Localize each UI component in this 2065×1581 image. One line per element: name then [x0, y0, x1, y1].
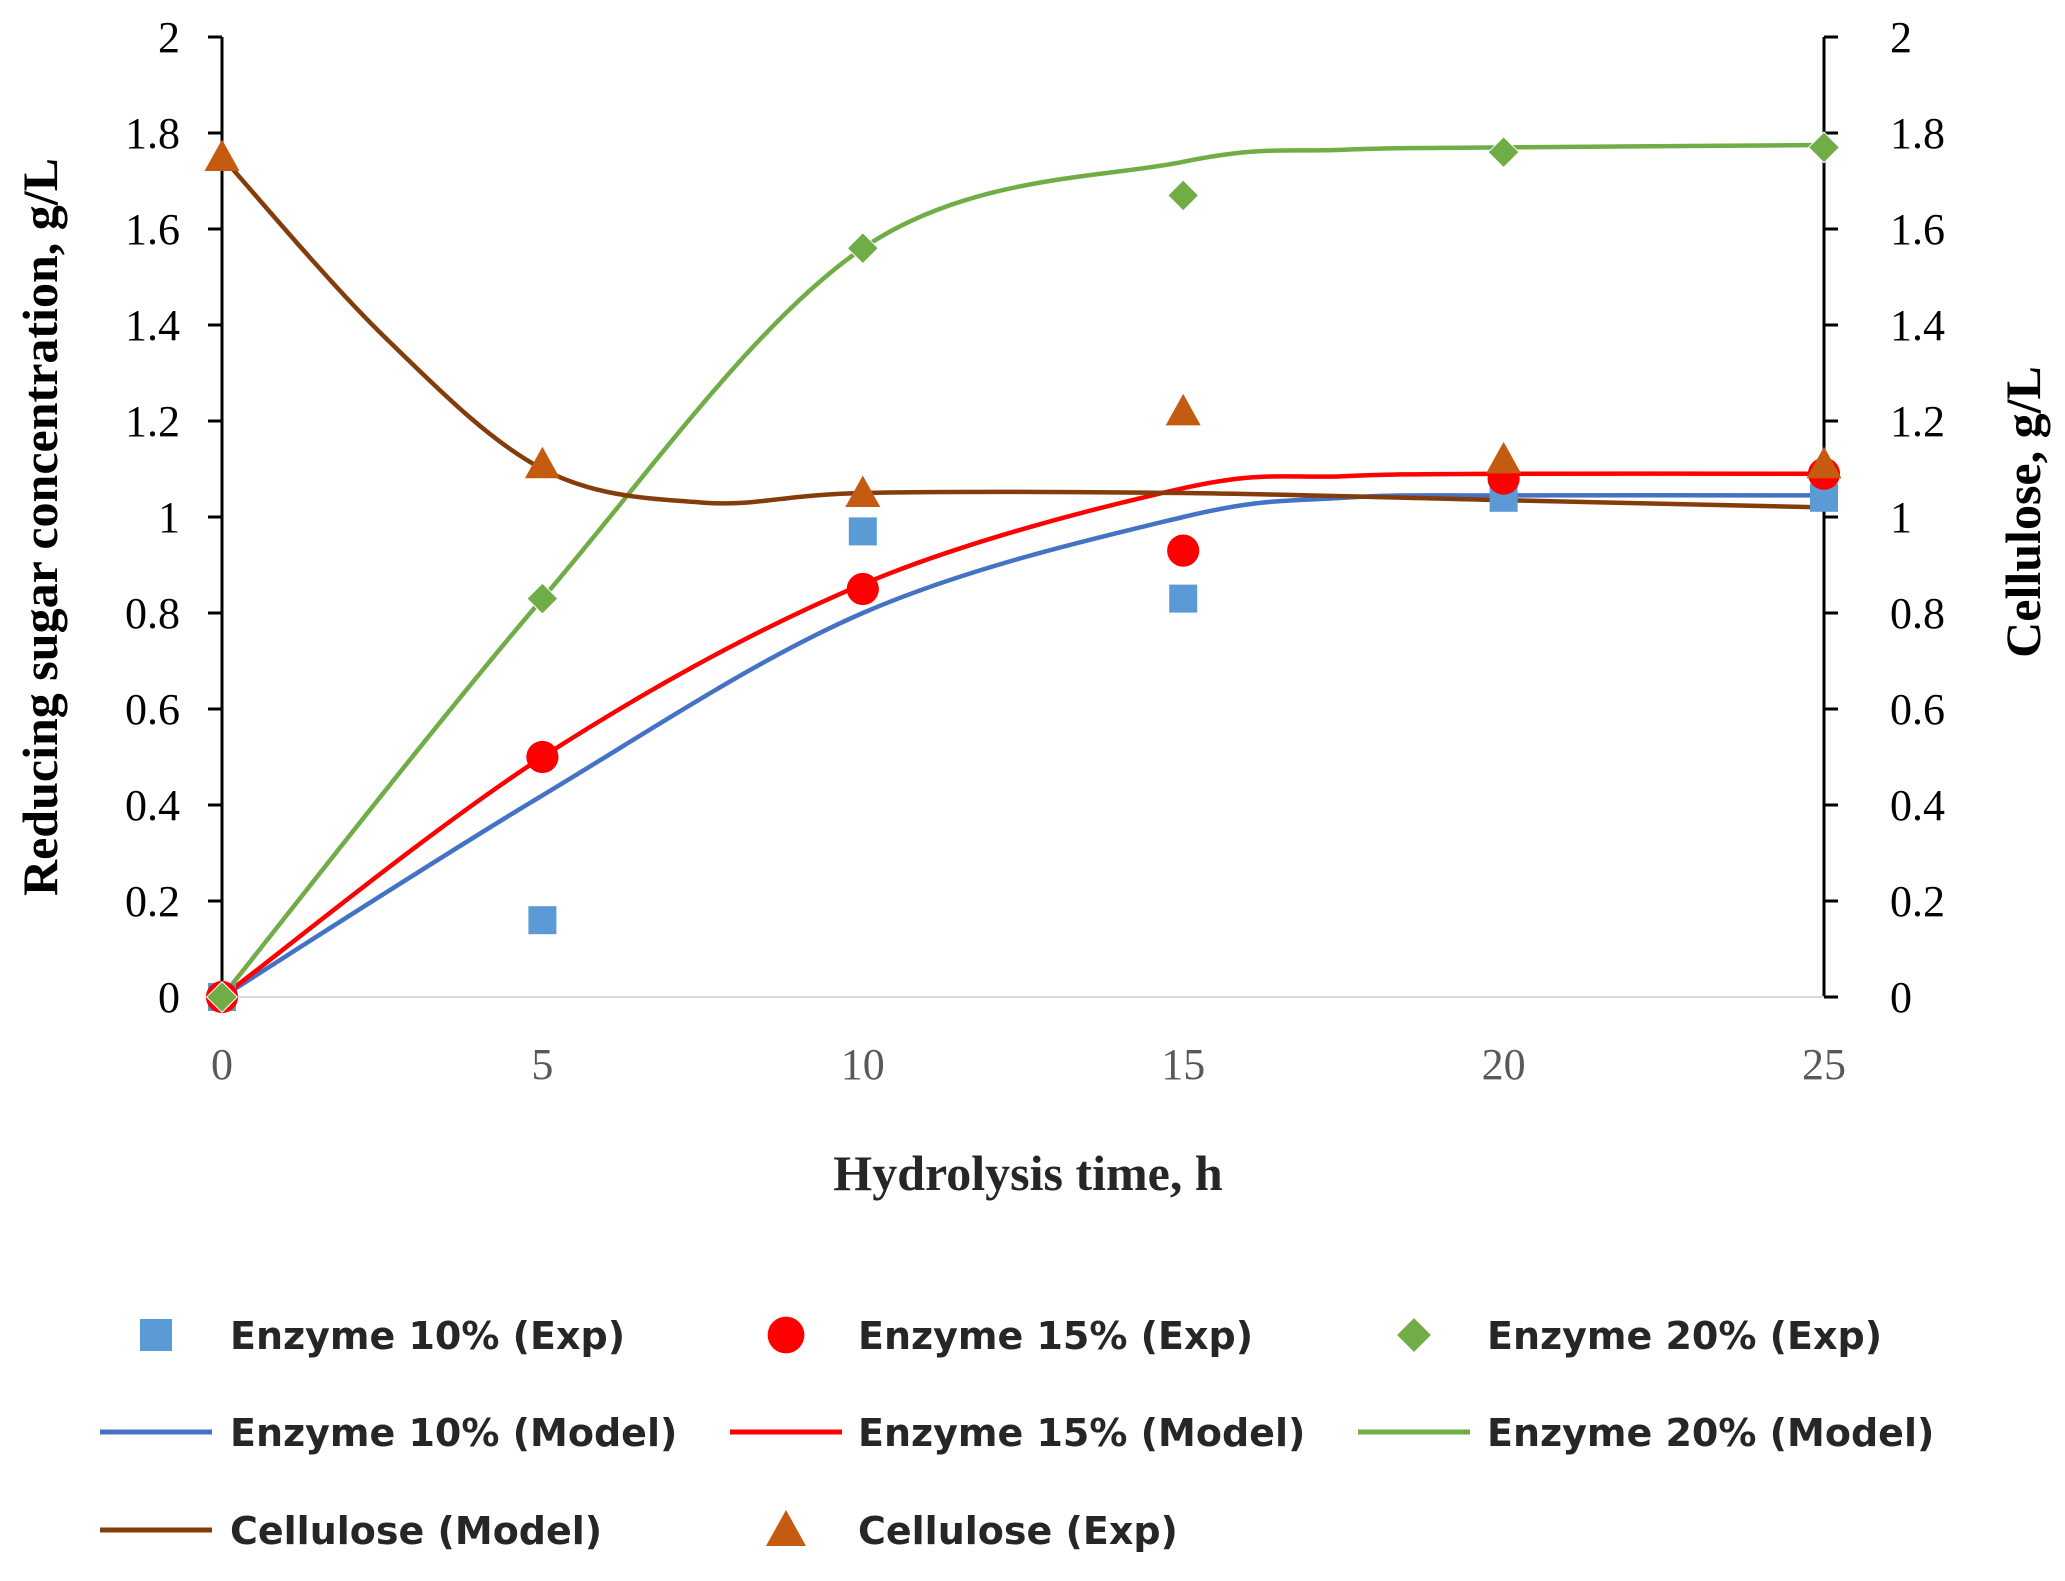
- point-cellulose-exp: [1165, 393, 1201, 426]
- point-cellulose-exp: [1806, 446, 1842, 479]
- legend-label: Enzyme 10% (Exp): [230, 1314, 625, 1358]
- legend-marker-swatch: [767, 1316, 805, 1354]
- legend-item-enzyme-10-model: Enzyme 10% (Model): [100, 1411, 677, 1455]
- y-tick-label-left: 1: [158, 493, 180, 542]
- y-tick-label-right: 1.2: [1890, 397, 1945, 446]
- legend-marker-swatch: [1395, 1316, 1433, 1354]
- legend-label: Enzyme 20% (Model): [1487, 1411, 1934, 1455]
- y-tick-label-right: 1.4: [1890, 301, 1945, 350]
- point-enzyme-10-exp: [1169, 584, 1198, 613]
- y-tick-label-right: 0.8: [1890, 589, 1945, 638]
- legend-label: Cellulose (Exp): [858, 1509, 1178, 1553]
- y-tick-label-left: 1.6: [125, 205, 180, 254]
- point-enzyme-20-exp: [1167, 179, 1200, 212]
- legend-item-cellulose-model: Cellulose (Model): [100, 1509, 602, 1553]
- point-enzyme-10-exp: [528, 906, 557, 935]
- point-cellulose-exp: [845, 475, 881, 507]
- legend-item-enzyme-15-exp: Enzyme 15% (Exp): [767, 1314, 1253, 1358]
- y-tick-label-left: 0.8: [125, 589, 180, 638]
- x-tick-label: 10: [841, 1040, 885, 1089]
- legend-label: Enzyme 15% (Model): [858, 1411, 1305, 1455]
- legend-marker-swatch: [140, 1319, 172, 1351]
- legend-label: Cellulose (Model): [230, 1509, 602, 1553]
- series-line-cellulose-model: [219, 154, 1827, 510]
- legend-item-enzyme-20-exp: Enzyme 20% (Exp): [1395, 1314, 1882, 1358]
- point-cellulose-exp: [1486, 441, 1522, 474]
- x-axis-title: Hydrolysis time, h: [833, 1145, 1223, 1201]
- y-tick-label-right: 0.4: [1890, 781, 1945, 830]
- legend-item-enzyme-15-model: Enzyme 15% (Model): [730, 1411, 1305, 1455]
- y-tick-label-right: 1.8: [1890, 109, 1945, 158]
- legend-label: Enzyme 10% (Model): [230, 1411, 677, 1455]
- y-tick-label-right: 0: [1890, 973, 1912, 1022]
- series-line-enzyme-10-model: [219, 492, 1827, 1000]
- y-tick-label-left: 0.6: [125, 685, 180, 734]
- point-enzyme-20-exp: [526, 582, 559, 615]
- x-tick-label: 20: [1482, 1040, 1526, 1089]
- series-markers: [204, 131, 1842, 1014]
- x-tick-label: 5: [531, 1040, 553, 1089]
- y-tick-label-left: 0.4: [125, 781, 180, 830]
- y-tick-label-right: 0.2: [1890, 877, 1945, 926]
- y-tick-label-left: 1.8: [125, 109, 180, 158]
- legend-item-enzyme-10-exp: Enzyme 10% (Exp): [140, 1314, 625, 1358]
- y-axis-title-left: Reducing sugar concentration, g/L: [12, 158, 68, 896]
- x-tick-label: 15: [1161, 1040, 1205, 1089]
- x-tick-label: 0: [211, 1040, 233, 1089]
- y-tick-label-left: 2: [158, 13, 180, 62]
- series-lines: [219, 142, 1827, 1000]
- legend: Enzyme 10% (Exp) Enzyme 15% (Exp) Enzyme 2…: [100, 1314, 1934, 1553]
- point-cellulose-exp: [204, 139, 240, 171]
- y-tick-label-left: 0: [158, 973, 180, 1022]
- y-tick-label-right: 0.6: [1890, 685, 1945, 734]
- point-enzyme-20-exp: [846, 232, 879, 265]
- legend-item-cellulose-exp: Cellulose (Exp): [766, 1509, 1178, 1553]
- series-line-enzyme-15-model: [219, 471, 1827, 1000]
- point-enzyme-15-exp: [1167, 534, 1200, 567]
- y-tick-label-left: 1.2: [125, 397, 180, 446]
- y-tick-label-right: 1: [1890, 493, 1912, 542]
- point-enzyme-15-exp: [526, 740, 559, 774]
- legend-marker-swatch: [766, 1510, 806, 1546]
- y-tick-label-right: 2: [1890, 13, 1912, 62]
- y-tick-label-left: 0.2: [125, 877, 180, 926]
- series-line-enzyme-20-model: [219, 142, 1827, 1000]
- x-tick-label: 25: [1802, 1040, 1846, 1089]
- point-enzyme-15-exp: [846, 572, 879, 606]
- point-cellulose-exp: [524, 446, 560, 479]
- y-tick-label-left: 1.4: [125, 301, 180, 350]
- legend-item-enzyme-20-model: Enzyme 20% (Model): [1358, 1411, 1934, 1455]
- point-enzyme-20-exp: [1807, 131, 1841, 164]
- legend-label: Enzyme 15% (Exp): [858, 1314, 1253, 1358]
- point-enzyme-10-exp: [848, 517, 877, 546]
- y-tick-label-right: 1.6: [1890, 205, 1945, 254]
- y-axis-title-right: Cellulose, g/L: [1995, 366, 2051, 658]
- axes: 00.20.40.60.811.21.41.61.8200.20.40.60.8…: [125, 13, 1945, 1089]
- legend-label: Enzyme 20% (Exp): [1487, 1314, 1882, 1358]
- point-enzyme-20-exp: [1487, 136, 1520, 169]
- point-enzyme-20-exp: [205, 980, 239, 1014]
